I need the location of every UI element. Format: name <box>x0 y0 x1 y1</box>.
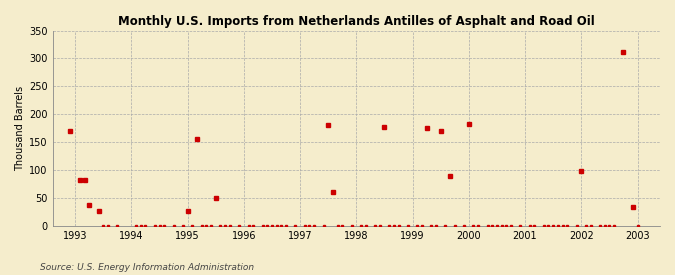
Title: Monthly U.S. Imports from Netherlands Antilles of Asphalt and Road Oil: Monthly U.S. Imports from Netherlands An… <box>118 15 595 28</box>
Y-axis label: Thousand Barrels: Thousand Barrels <box>15 86 25 171</box>
Text: Source: U.S. Energy Information Administration: Source: U.S. Energy Information Administ… <box>40 263 254 272</box>
